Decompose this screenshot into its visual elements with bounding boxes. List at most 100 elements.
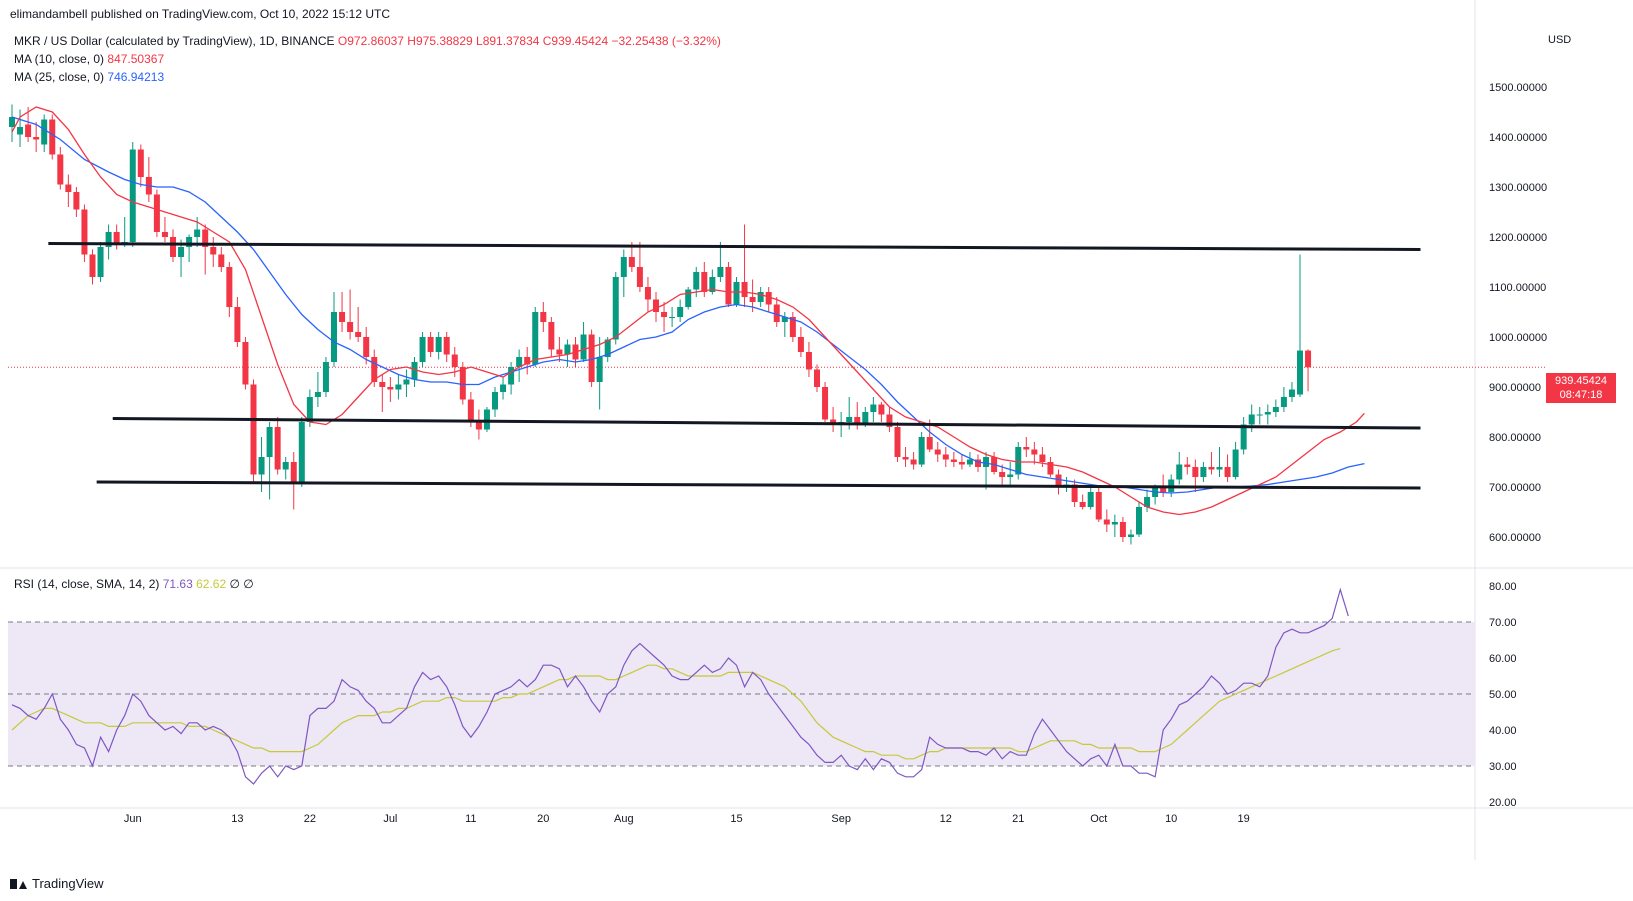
- candle-body: [604, 339, 611, 357]
- publisher-caption: elimandambell published on TradingView.c…: [10, 7, 390, 21]
- candle-body: [1280, 397, 1287, 407]
- ma10-legend[interactable]: MA (10, close, 0) 847.50367: [14, 52, 164, 66]
- tradingview-brand[interactable]: TradingView: [10, 876, 104, 891]
- rsi-tick-label: 80.00: [1489, 581, 1517, 593]
- candle-body: [331, 312, 337, 362]
- date-tick-label: 22: [304, 813, 316, 825]
- candle-body: [1184, 464, 1191, 467]
- candle-body: [580, 334, 587, 360]
- candle-body: [854, 417, 861, 425]
- price-tick-label: 1100.00000: [1489, 282, 1546, 294]
- candle-body: [322, 362, 329, 392]
- candle-body: [194, 229, 201, 237]
- candle-body: [862, 412, 869, 425]
- candle-body: [822, 387, 829, 420]
- date-tick-label: Sep: [831, 813, 851, 825]
- candle-body: [685, 289, 692, 307]
- date-tick-label: Jun: [124, 813, 142, 825]
- candle-body: [451, 354, 458, 367]
- candle-body: [41, 119, 48, 145]
- date-tick-label: Jul: [383, 813, 397, 825]
- candle-body: [765, 292, 772, 305]
- candle-body: [1240, 424, 1247, 450]
- candle-body: [548, 322, 555, 350]
- candle-body: [178, 247, 185, 257]
- rsi-extra-1: ∅: [229, 577, 240, 591]
- candle-body: [1272, 407, 1279, 412]
- candle-body: [97, 247, 104, 277]
- symbol-legend: MKR / US Dollar (calculated by TradingVi…: [14, 34, 721, 48]
- candle-body: [81, 209, 88, 255]
- candle-body: [459, 367, 466, 400]
- candle-body: [1256, 414, 1263, 416]
- rsi-tick-label: 60.00: [1489, 653, 1517, 665]
- candle-body: [186, 237, 193, 247]
- candle-body: [105, 232, 112, 247]
- candle-body: [516, 357, 523, 367]
- candle-body: [1176, 464, 1183, 480]
- candle-body: [258, 457, 265, 475]
- candle-body: [371, 357, 378, 382]
- candle-body: [894, 427, 901, 457]
- candle-body: [1087, 492, 1094, 507]
- candle-body: [475, 422, 482, 430]
- candle-body: [298, 422, 305, 482]
- candle-body: [1055, 474, 1062, 487]
- price-tick-label: 1200.00000: [1489, 232, 1547, 244]
- candle-body: [347, 322, 354, 332]
- candle-body: [65, 184, 72, 192]
- candle-body: [467, 399, 474, 422]
- candle-body: [958, 462, 965, 465]
- candle-body: [628, 257, 635, 267]
- candle-body: [725, 267, 732, 305]
- price-tick-label: 900.00000: [1489, 382, 1541, 394]
- candle-body: [153, 194, 160, 232]
- candle-body: [966, 459, 973, 465]
- candle-body: [1127, 534, 1134, 537]
- ohlc-values: O972.86037 H975.38829 L891.37834 C939.45…: [337, 34, 721, 48]
- candle-body: [709, 277, 716, 292]
- candle-body: [339, 312, 346, 322]
- candle-body: [387, 387, 394, 390]
- rsi-tick-label: 50.00: [1489, 689, 1517, 701]
- candle-body: [814, 369, 820, 387]
- rsi-legend[interactable]: RSI (14, close, SMA, 14, 2) 71.63 62.62 …: [14, 577, 254, 591]
- candle-body: [950, 459, 957, 462]
- candle-body: [25, 124, 32, 137]
- candle-body: [306, 397, 313, 422]
- ma25-label: MA (25, close, 0): [14, 70, 105, 84]
- price-tick-label: 800.00000: [1489, 432, 1541, 444]
- candle-body: [1031, 449, 1038, 455]
- candle-body: [1007, 474, 1014, 477]
- candle-body: [290, 462, 297, 482]
- candle-body: [1111, 522, 1118, 525]
- currency-label: USD: [1548, 34, 1572, 46]
- price-tick-label: 1500.00000: [1489, 82, 1547, 94]
- price-tick-label: 600.00000: [1489, 532, 1541, 544]
- ma25-legend[interactable]: MA (25, close, 0) 746.94213: [14, 70, 164, 84]
- candle-body: [1192, 467, 1199, 477]
- rsi-tick-label: 20.00: [1489, 797, 1517, 809]
- candle-body: [1208, 467, 1215, 470]
- candle-body: [797, 337, 804, 352]
- date-tick-label: 15: [730, 813, 742, 825]
- candle-body: [644, 287, 651, 300]
- candle-body: [1079, 502, 1086, 507]
- rsi-tick-label: 30.00: [1489, 761, 1517, 773]
- candle-body: [830, 419, 837, 425]
- candle-body: [564, 344, 571, 355]
- candle-body: [218, 254, 225, 267]
- candle-body: [73, 192, 80, 210]
- brand-name: TradingView: [32, 876, 104, 891]
- candle-body: [886, 414, 893, 427]
- candle-body: [910, 459, 917, 465]
- candle-body: [661, 312, 668, 317]
- candle-body: [620, 257, 627, 277]
- candle-body: [49, 119, 56, 155]
- candle-body: [1216, 467, 1223, 470]
- candle-body: [975, 459, 981, 467]
- candle-body: [983, 457, 990, 467]
- candle-body: [411, 362, 418, 380]
- candle-body: [1160, 487, 1167, 492]
